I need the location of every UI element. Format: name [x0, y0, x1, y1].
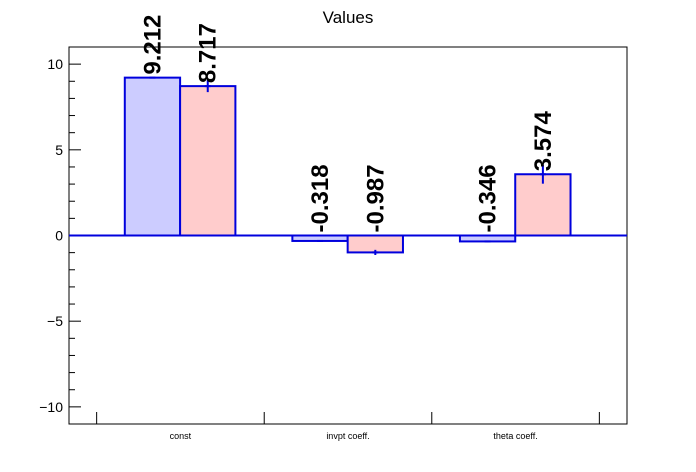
data-label: 3.574 — [530, 111, 557, 172]
x-category-label: invpt coeff. — [326, 431, 369, 441]
y-tick-label: 0 — [55, 228, 63, 244]
data-label: 8.717 — [195, 23, 222, 83]
y-tick-label: −10 — [39, 399, 63, 415]
x-category-label: const — [170, 431, 192, 441]
data-label: -0.987 — [362, 164, 389, 232]
bar — [123, 76, 182, 237]
bar — [179, 85, 237, 237]
y-tick-label: −5 — [47, 313, 63, 329]
chart-title: Values — [323, 8, 374, 27]
data-label: -0.318 — [307, 164, 334, 232]
y-tick-label: 10 — [47, 56, 63, 72]
x-category-label: theta coeff. — [493, 431, 537, 441]
y-tick-label: 5 — [55, 142, 63, 158]
data-label: 9.212 — [139, 15, 166, 75]
data-label: -0.346 — [475, 164, 502, 232]
